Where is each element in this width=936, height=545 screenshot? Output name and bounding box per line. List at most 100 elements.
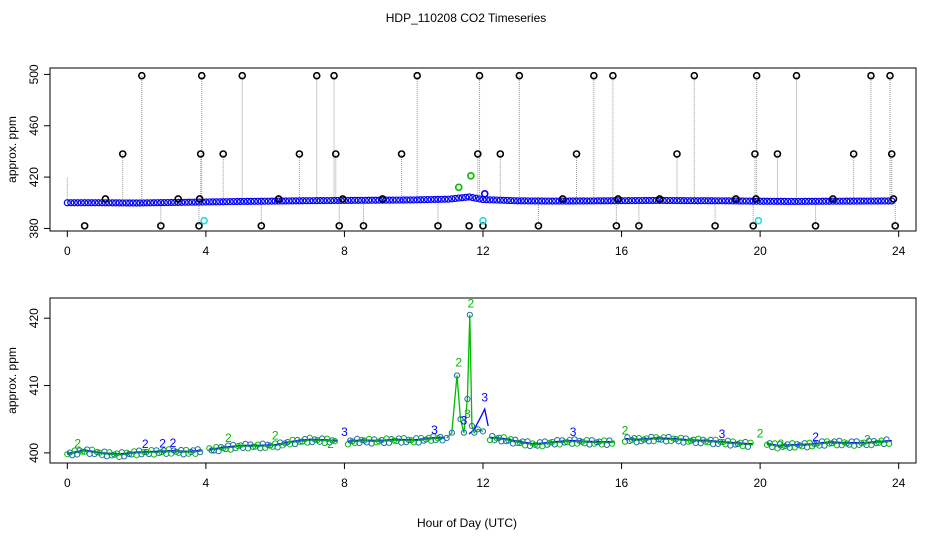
raw-point bbox=[137, 71, 146, 80]
raw-point bbox=[673, 150, 681, 158]
series-marker-label: 2 bbox=[622, 424, 629, 438]
mean-point bbox=[469, 194, 477, 202]
mean-point bbox=[687, 197, 695, 205]
data-point bbox=[197, 449, 204, 456]
mean-point bbox=[538, 197, 546, 205]
raw-point bbox=[118, 150, 127, 158]
series-marker-label: 2 bbox=[142, 437, 149, 451]
mean-point bbox=[240, 197, 248, 206]
panel-top: 0 4 8 12 16 20 24 380 420 460 500 approx. ppm bbox=[5, 64, 917, 258]
mean-point bbox=[302, 197, 310, 205]
y-tick-label: 460 bbox=[27, 115, 41, 135]
x-tick-label: 0 bbox=[64, 476, 71, 490]
raw-point bbox=[397, 150, 406, 158]
data-point bbox=[779, 443, 786, 450]
mean-point bbox=[126, 199, 134, 207]
series-marker-label: 2 bbox=[272, 428, 279, 442]
mean-point bbox=[590, 197, 598, 205]
mean-point bbox=[70, 199, 78, 207]
raw-point bbox=[174, 195, 182, 203]
mean-point bbox=[638, 196, 646, 205]
mean-point bbox=[361, 196, 369, 204]
raw-point bbox=[711, 222, 719, 230]
mean-point bbox=[119, 199, 127, 207]
mean-point bbox=[534, 197, 543, 205]
series-marker-label: 3 bbox=[341, 425, 348, 439]
mean-point bbox=[354, 196, 362, 204]
mean-point bbox=[860, 197, 868, 205]
mean-point bbox=[628, 197, 636, 205]
raw-point bbox=[773, 150, 782, 158]
data-point bbox=[561, 439, 568, 446]
mean-point bbox=[458, 194, 466, 202]
mean-point bbox=[209, 198, 217, 206]
mean-point bbox=[763, 197, 771, 205]
mean-point bbox=[157, 199, 165, 207]
mean-point bbox=[725, 197, 733, 205]
raw-point bbox=[829, 195, 837, 203]
mean-point bbox=[434, 195, 442, 204]
series-marker-label: 2 bbox=[327, 437, 334, 451]
raw-point bbox=[335, 222, 344, 230]
mean-point bbox=[323, 196, 331, 205]
series-marker-label: 2 bbox=[778, 437, 785, 451]
mean-point bbox=[306, 197, 314, 205]
raw-point bbox=[338, 195, 347, 203]
data-point bbox=[466, 311, 473, 318]
mean-point bbox=[846, 197, 854, 205]
mean-point bbox=[375, 196, 383, 204]
mean-point bbox=[451, 194, 459, 203]
mean-point bbox=[808, 197, 816, 205]
mean-point bbox=[219, 198, 227, 206]
y-tick-label: 410 bbox=[27, 375, 41, 395]
mean-point bbox=[320, 197, 328, 205]
mean-point bbox=[552, 197, 560, 205]
mean-point bbox=[77, 199, 85, 207]
mean-point bbox=[739, 197, 747, 205]
raw-point bbox=[792, 71, 801, 80]
raw-point bbox=[752, 71, 761, 80]
mean-point bbox=[188, 198, 196, 206]
mean-point bbox=[164, 198, 172, 207]
mean-point bbox=[635, 196, 643, 205]
mean-point bbox=[423, 196, 432, 204]
mean-point bbox=[160, 199, 168, 207]
mean-point bbox=[74, 199, 82, 207]
mean-point bbox=[139, 199, 148, 207]
mean-point bbox=[600, 197, 608, 205]
mean-point bbox=[326, 196, 335, 205]
mean-point bbox=[236, 197, 245, 206]
raw-point bbox=[219, 150, 227, 158]
mean-point bbox=[444, 195, 452, 203]
raw-point bbox=[80, 222, 89, 230]
raw-point bbox=[752, 195, 760, 203]
mean-point bbox=[281, 197, 290, 205]
mean-point bbox=[309, 197, 317, 205]
x-tick-label: 4 bbox=[203, 244, 210, 258]
mean-point bbox=[288, 197, 297, 205]
mean-point bbox=[867, 197, 875, 205]
mean-point bbox=[766, 197, 775, 205]
mean-point bbox=[67, 199, 75, 207]
series-2-spike-line bbox=[446, 314, 484, 439]
series-marker-label: 2 bbox=[812, 430, 819, 444]
mean-point bbox=[437, 195, 446, 203]
data-point bbox=[443, 434, 450, 442]
x-tick-label: 12 bbox=[476, 476, 490, 490]
raw-point bbox=[295, 150, 304, 158]
raw-point bbox=[886, 71, 894, 80]
mean-point bbox=[368, 196, 376, 204]
series-marker-label: 3 bbox=[431, 423, 438, 437]
mean-point bbox=[212, 198, 220, 206]
mean-point bbox=[784, 197, 792, 206]
mean-point bbox=[133, 199, 141, 207]
mean-point bbox=[624, 197, 633, 205]
raw-point bbox=[197, 71, 206, 80]
raw-point bbox=[732, 195, 740, 203]
data-point bbox=[405, 436, 412, 444]
raw-point bbox=[867, 71, 875, 80]
mean-point bbox=[358, 196, 366, 204]
data-point bbox=[208, 447, 215, 454]
raw-point bbox=[474, 150, 482, 158]
mean-point bbox=[579, 197, 588, 205]
